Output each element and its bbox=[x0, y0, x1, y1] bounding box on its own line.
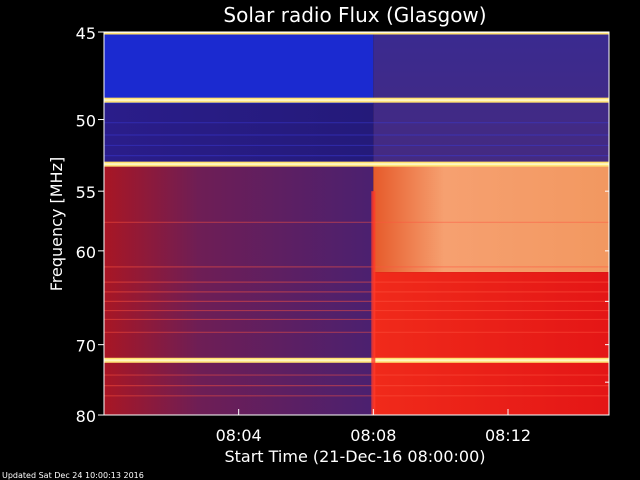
y-tick-label-4: 60 bbox=[76, 243, 96, 262]
event-onset-edge bbox=[371, 191, 376, 415]
bright-band-core-2 bbox=[104, 99, 609, 102]
plot-frame bbox=[103, 31, 610, 416]
intensity-region-3 bbox=[104, 164, 374, 415]
x-tick-label-2: 08:08 bbox=[350, 426, 396, 445]
y-tick-label-1: 45 bbox=[76, 24, 96, 43]
bright-band-1 bbox=[104, 32, 609, 35]
heatmap-layer bbox=[104, 32, 609, 415]
intensity-region-5 bbox=[373, 164, 609, 273]
y-tick-label-5: 70 bbox=[76, 337, 96, 356]
y-tick-label-2: 50 bbox=[76, 112, 96, 131]
bright-band-core-4 bbox=[104, 359, 609, 362]
intensity-region-2 bbox=[104, 103, 374, 165]
x-tick-label-1: 08:04 bbox=[216, 426, 262, 445]
intensity-region-1 bbox=[104, 32, 374, 104]
bright-band-core-3 bbox=[104, 163, 609, 166]
updated-timestamp: Updated Sat Dec 24 10:00:13 2016 bbox=[2, 471, 144, 480]
x-tick-label-3: 08:12 bbox=[485, 426, 531, 445]
y-tick-label-6: 80 bbox=[76, 407, 96, 426]
y-axis: 45 50 55 60 70 80 bbox=[76, 24, 609, 426]
x-axis: 08:04 08:08 08:12 bbox=[216, 409, 531, 445]
y-tick-label-3: 55 bbox=[76, 183, 96, 202]
y-axis-label: Frequency [MHz] bbox=[47, 157, 66, 291]
chart-title: Solar radio Flux (Glasgow) bbox=[223, 3, 486, 27]
intensity-region-6 bbox=[373, 272, 609, 415]
x-axis-label: Start Time (21-Dec-16 08:00:00) bbox=[224, 447, 485, 466]
